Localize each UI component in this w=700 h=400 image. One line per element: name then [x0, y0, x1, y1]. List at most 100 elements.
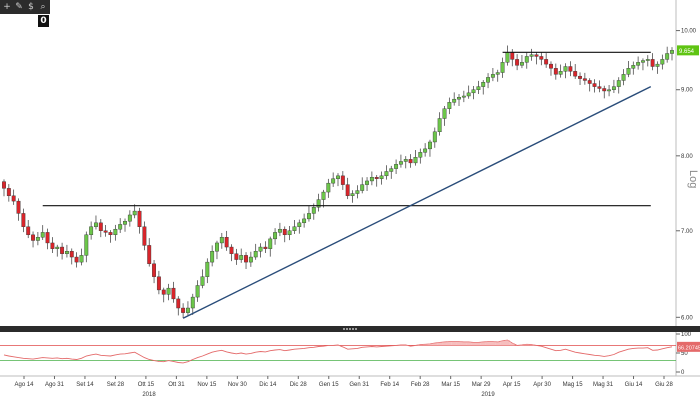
time-tick-label: Ago 31 — [45, 382, 65, 388]
candle-body — [137, 210, 142, 227]
candle-body — [355, 190, 360, 194]
zoom-icon[interactable]: ⌕ — [40, 2, 46, 12]
time-tick-label: Ott 15 — [138, 382, 155, 388]
candle-body — [553, 68, 558, 75]
pencil-icon[interactable]: ✎ — [15, 2, 23, 12]
overbought-fill — [427, 343, 433, 346]
candle-body — [98, 222, 103, 231]
time-tick-label: Ago 14 — [14, 382, 34, 388]
overbought-fill — [500, 340, 505, 346]
price-tick-label: 8.00 — [681, 154, 693, 160]
candle-body — [123, 221, 127, 225]
candle-body — [645, 59, 650, 61]
candle-body — [650, 59, 655, 67]
candle-body — [181, 307, 186, 313]
candle-body — [31, 234, 35, 241]
candle-body — [563, 66, 568, 72]
time-tick-label: Gen 15 — [319, 382, 339, 388]
dollar-icon[interactable]: $ — [28, 2, 34, 12]
candle-body — [35, 237, 40, 241]
candle-body — [69, 250, 74, 258]
candle-body — [277, 228, 282, 233]
overbought-fill — [451, 341, 457, 346]
candle-body — [161, 289, 166, 295]
overbought-fill — [524, 344, 530, 346]
drawn-lines: 9.654 — [42, 45, 699, 319]
candle-body — [660, 59, 665, 65]
candle-body — [587, 80, 592, 84]
overbought-fill — [417, 344, 423, 346]
grip-dot — [355, 328, 357, 330]
price-tick-label: 9.00 — [681, 88, 693, 94]
time-tick-label: Ott 31 — [168, 382, 185, 388]
indicator-value-label: 66.20745 — [678, 345, 700, 351]
candle-body — [273, 232, 278, 240]
candle-body — [611, 86, 616, 90]
candle-body — [539, 56, 544, 60]
candle-body — [398, 161, 403, 165]
candle-body — [549, 63, 553, 69]
candle-body — [307, 213, 311, 220]
candle-body — [457, 97, 461, 100]
candle-body — [6, 188, 11, 197]
candle-body — [258, 246, 263, 252]
candle-body — [103, 230, 108, 233]
price-axis: 10.00 9.00 8.00 7.00 6.00 — [676, 29, 697, 321]
candle-body — [568, 66, 573, 72]
overbought-fill — [432, 343, 438, 346]
candle-body — [108, 232, 113, 236]
time-tick-label: Dic 28 — [290, 382, 308, 388]
candle-body — [578, 75, 582, 79]
candle-body — [60, 246, 65, 254]
candle-body — [94, 222, 98, 227]
year-label: 2019 — [481, 392, 495, 398]
candle-body — [340, 175, 345, 185]
overbought-fill — [446, 341, 452, 346]
overbought-fill — [442, 341, 447, 346]
crosshair-icon[interactable]: + — [3, 2, 11, 12]
indicator-pane[interactable] — [0, 332, 676, 376]
candle-body — [311, 207, 316, 214]
candle-body — [505, 52, 510, 63]
overbought-fill — [461, 341, 467, 346]
year-label: 2018 — [142, 392, 156, 398]
candle-body — [524, 56, 529, 63]
trend-line[interactable] — [182, 85, 652, 319]
candle-body — [544, 59, 549, 65]
candle-body — [147, 245, 152, 265]
candle-body — [11, 195, 16, 202]
overbought-fill — [456, 341, 462, 346]
candle-body — [127, 214, 132, 222]
candle-body — [597, 86, 602, 89]
candle-body — [190, 296, 195, 309]
candle-body — [302, 218, 307, 224]
candle-body — [326, 182, 331, 193]
candles — [2, 45, 674, 318]
time-tick-label: Set 28 — [107, 382, 125, 388]
indicator-tick-label: 50 — [681, 351, 688, 357]
time-tick-label: Giu 14 — [625, 382, 643, 388]
candle-body — [350, 193, 355, 197]
overbought-fill — [422, 344, 428, 346]
last-price-label: 9.654 — [679, 49, 695, 55]
candle-body — [631, 65, 636, 69]
chart-toolbar: + ✎ $ ⌕ — [0, 0, 50, 14]
candle-body — [345, 184, 350, 197]
candle-body — [239, 255, 244, 260]
candle-body — [641, 60, 645, 63]
candle-body — [84, 234, 89, 256]
candle-body — [40, 232, 45, 238]
candle-body — [365, 180, 369, 185]
indicator-value-badge — [677, 341, 700, 352]
candle-body — [476, 86, 481, 90]
time-tick-label: Nov 30 — [228, 382, 248, 388]
candle-body — [582, 78, 587, 81]
candle-body — [152, 263, 157, 277]
candle-body — [636, 62, 641, 66]
grip-dot — [343, 328, 345, 330]
candle-body — [113, 228, 118, 236]
candle-body — [166, 287, 171, 295]
price-pane[interactable] — [0, 0, 676, 326]
overbought-fill — [471, 342, 476, 346]
